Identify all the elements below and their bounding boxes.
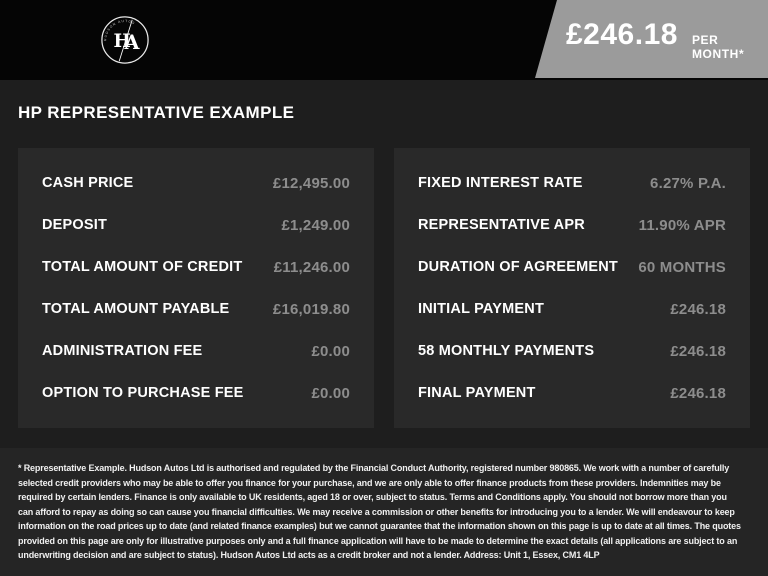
finance-row-total-payable: TOTAL AMOUNT PAYABLE £16,019.80	[42, 288, 350, 330]
row-label: REPRESENTATIVE APR	[418, 217, 585, 233]
row-value: £246.18	[670, 300, 726, 318]
finance-row-duration: DURATION OF AGREEMENT 60 MONTHS	[418, 246, 726, 288]
row-label: TOTAL AMOUNT OF CREDIT	[42, 259, 243, 275]
monthly-price-suffix: PER MONTH*	[691, 32, 745, 61]
row-label: INITIAL PAYMENT	[418, 301, 544, 317]
row-value: £0.00	[311, 342, 350, 360]
finance-row-apr: REPRESENTATIVE APR 11.90% APR	[418, 204, 726, 246]
row-value: £1,249.00	[281, 216, 350, 234]
row-value: £12,495.00	[272, 174, 350, 192]
row-label: OPTION TO PURCHASE FEE	[42, 385, 244, 401]
heading-section: HP REPRESENTATIVE EXAMPLE	[0, 80, 768, 123]
row-label: FIXED INTEREST RATE	[418, 175, 583, 191]
row-value: £11,246.00	[273, 258, 350, 276]
row-label: DEPOSIT	[42, 217, 108, 233]
row-label: TOTAL AMOUNT PAYABLE	[42, 301, 230, 317]
page-title: HP REPRESENTATIVE EXAMPLE	[18, 103, 295, 122]
finance-row-monthly-payments: 58 MONTHLY PAYMENTS £246.18	[418, 330, 726, 372]
row-value: 11.90% APR	[638, 216, 726, 234]
finance-panels: CASH PRICE £12,495.00 DEPOSIT £1,249.00 …	[18, 148, 750, 428]
finance-row-total-credit: TOTAL AMOUNT OF CREDIT £11,246.00	[42, 246, 350, 288]
finance-row-cash-price: CASH PRICE £12,495.00	[42, 162, 350, 204]
row-value: £16,019.80	[272, 300, 350, 318]
finance-row-deposit: DEPOSIT £1,249.00	[42, 204, 350, 246]
row-value: £0.00	[311, 384, 350, 402]
finance-row-initial-payment: INITIAL PAYMENT £246.18	[418, 288, 726, 330]
svg-text:H: H	[113, 31, 130, 52]
row-label: ADMINISTRATION FEE	[42, 343, 203, 359]
finance-panel-left: CASH PRICE £12,495.00 DEPOSIT £1,249.00 …	[18, 148, 374, 428]
monthly-price-banner: £246.18 PER MONTH*	[535, 0, 768, 78]
row-label: DURATION OF AGREEMENT	[418, 259, 618, 275]
row-value: 60 MONTHS	[638, 258, 726, 276]
hudson-autos-logo-icon: HUDSON AUTOS H A	[101, 16, 149, 64]
disclaimer-text: * Representative Example. Hudson Autos L…	[18, 463, 741, 560]
finance-row-interest-rate: FIXED INTEREST RATE 6.27% P.A.	[418, 162, 726, 204]
finance-row-admin-fee: ADMINISTRATION FEE £0.00	[42, 330, 350, 372]
finance-row-final-payment: FINAL PAYMENT £246.18	[418, 372, 726, 414]
row-label: 58 MONTHLY PAYMENTS	[418, 343, 595, 359]
row-label: CASH PRICE	[42, 175, 134, 191]
finance-row-option-fee: OPTION TO PURCHASE FEE £0.00	[42, 372, 350, 414]
finance-panel-right: FIXED INTEREST RATE 6.27% P.A. REPRESENT…	[394, 148, 750, 428]
header-bar: HUDSON AUTOS H A £246.18 PER MONTH*	[0, 0, 768, 80]
row-value: 6.27% P.A.	[650, 174, 726, 192]
disclaimer-section: * Representative Example. Hudson Autos L…	[0, 448, 768, 576]
monthly-price: £246.18	[566, 17, 678, 51]
svg-text:A: A	[124, 31, 141, 54]
row-label: FINAL PAYMENT	[418, 385, 536, 401]
row-value: £246.18	[670, 384, 726, 402]
row-value: £246.18	[670, 342, 726, 360]
